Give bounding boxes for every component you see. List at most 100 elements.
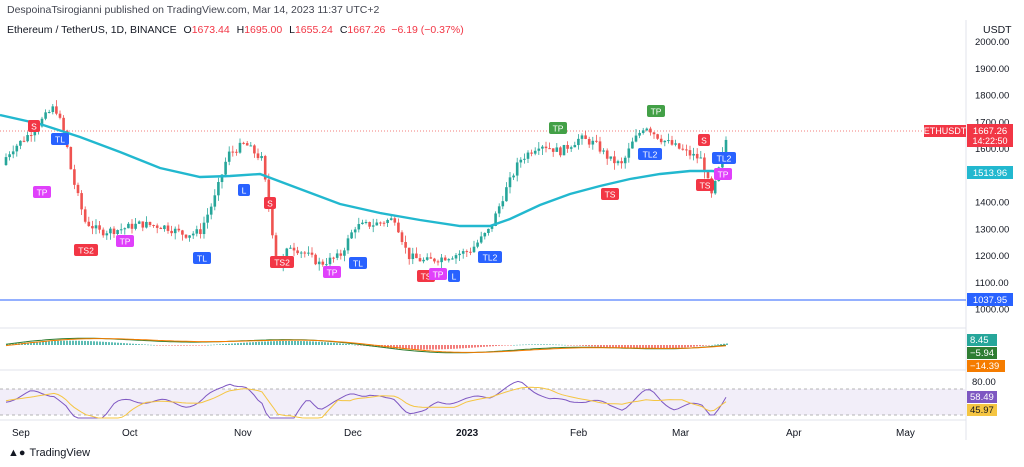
signal-marker — [28, 120, 40, 132]
macd-bar — [441, 345, 443, 350]
macd-bar — [243, 342, 245, 345]
time-tick: May — [896, 428, 915, 439]
candle-body — [609, 156, 613, 159]
macd-bar — [33, 342, 35, 345]
candle-body — [58, 113, 62, 118]
candle-body — [461, 251, 465, 254]
macd-bar — [9, 344, 11, 345]
macd-bar — [480, 345, 482, 348]
candle-body — [335, 253, 339, 258]
macd-bar — [606, 345, 608, 348]
macd-bar — [327, 342, 329, 345]
macd-bar — [288, 340, 290, 345]
macd-bar — [423, 345, 425, 350]
line-value-label — [967, 293, 1013, 306]
signal-marker-text: TS — [700, 181, 711, 191]
macd-bar — [225, 343, 227, 345]
macd-bar — [264, 341, 266, 345]
signal-marker-text: S — [267, 199, 273, 209]
macd-bar — [135, 343, 137, 345]
macd-bar — [144, 344, 146, 345]
candle-body — [137, 221, 141, 224]
currency-label: USDT — [983, 24, 1012, 36]
macd-bar — [726, 343, 728, 345]
macd-bar — [537, 344, 539, 345]
macd-bar — [81, 340, 83, 345]
candle-body — [433, 258, 436, 262]
macd-bar — [633, 345, 635, 349]
candle-body — [483, 232, 487, 237]
macd-value-1: 8.45 — [970, 335, 989, 346]
macd-bar — [420, 345, 422, 350]
signal-marker-text: TL2 — [717, 154, 732, 164]
macd-bar — [99, 341, 101, 345]
candle-body — [454, 255, 458, 259]
candle-body — [681, 148, 685, 150]
candle-body — [688, 150, 692, 156]
footer-brand[interactable]: ▲● TradingView — [8, 447, 90, 459]
macd-bar — [408, 345, 410, 350]
signal-marker-text: TP — [553, 124, 564, 134]
macd-bar — [717, 344, 719, 345]
candle-body — [569, 147, 573, 149]
macd-bar — [234, 343, 236, 345]
candle-body — [73, 169, 76, 185]
open-value: 1673.44 — [191, 24, 230, 36]
macd-bar — [105, 341, 107, 345]
candle-body — [80, 193, 83, 210]
candle-body — [310, 252, 314, 255]
signal-marker-text: TS2 — [274, 258, 290, 268]
candle-body — [116, 230, 119, 235]
candle-body — [343, 250, 346, 256]
candle-body — [22, 140, 26, 142]
time-axis[interactable]: Sep Oct Nov Dec 2023 Feb Mar Apr May — [12, 428, 915, 439]
signal-marker-text: TL — [353, 259, 363, 269]
macd-bar — [297, 340, 299, 345]
macd-bar — [189, 345, 191, 346]
macd-bar — [414, 345, 416, 350]
signal-marker — [714, 168, 732, 180]
candle-body — [627, 148, 631, 158]
macd-bar — [240, 342, 242, 345]
candle-body — [285, 248, 289, 258]
macd-bar — [459, 345, 461, 349]
macd-bar — [624, 345, 626, 349]
candle-body — [695, 153, 699, 159]
change-value: −6.19 (−0.37%) — [391, 24, 464, 36]
candle-body — [533, 150, 537, 154]
macd-bar — [534, 344, 536, 345]
macd-bar — [513, 344, 515, 346]
candle-body — [479, 236, 483, 243]
candle-body — [667, 140, 670, 142]
macd-bar — [54, 340, 56, 345]
macd-value-2-label — [967, 347, 997, 359]
candle-body — [249, 145, 253, 147]
macd-bar — [114, 342, 116, 345]
candle-body — [177, 228, 181, 231]
candle-body — [670, 140, 674, 145]
macd-signal-line — [5, 338, 727, 353]
candle-body — [652, 132, 656, 135]
macd-bar — [558, 344, 560, 346]
macd-bar — [576, 345, 578, 346]
candle-body — [685, 149, 688, 151]
macd-bar — [165, 345, 167, 346]
symbol-legend[interactable]: Ethereum / TetherUS, 1D, BINANCE O1673.4… — [7, 24, 464, 36]
candle-body — [415, 253, 418, 259]
low-value: 1655.24 — [294, 24, 333, 36]
macd-bar — [567, 345, 569, 346]
macd-bar — [471, 345, 473, 348]
candle-body — [566, 144, 569, 149]
macd-bar — [330, 342, 332, 345]
macd-bar — [375, 345, 377, 347]
price-axis[interactable]: 2000.001900.001800.001700.001600.001500.… — [975, 37, 1009, 316]
macd-bar — [594, 345, 596, 347]
macd-bar — [654, 345, 656, 349]
macd-bar — [312, 341, 314, 345]
macd-bar — [159, 345, 161, 346]
candle-body — [649, 128, 652, 133]
candle-body — [706, 171, 710, 179]
macd-bar — [237, 343, 239, 345]
